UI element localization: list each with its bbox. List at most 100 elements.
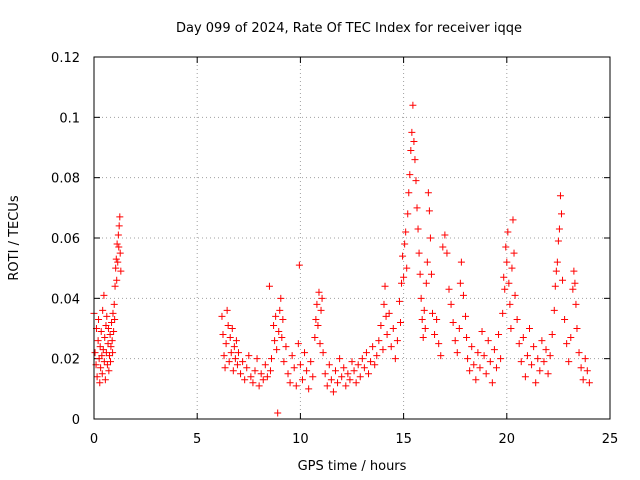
data-point [455, 325, 463, 332]
data-point [286, 379, 294, 387]
data-point [227, 349, 235, 357]
data-point [422, 279, 430, 287]
data-point [380, 300, 388, 308]
y-tick-label: 0.08 [51, 172, 80, 187]
data-point [412, 177, 420, 185]
data-point [530, 343, 538, 351]
data-point [551, 282, 559, 290]
data-point [114, 231, 122, 239]
data-point [459, 291, 467, 299]
data-point [411, 156, 419, 164]
data-point [387, 343, 395, 351]
data-point [371, 361, 379, 369]
data-point [224, 321, 232, 329]
data-point [427, 270, 435, 278]
data-point [352, 379, 360, 387]
data-point [229, 367, 237, 375]
data-point [362, 349, 370, 357]
data-point [113, 276, 121, 284]
data-point [329, 388, 337, 396]
data-point [115, 222, 123, 230]
data-point [356, 373, 364, 381]
data-point [280, 358, 288, 366]
data-point [311, 334, 319, 342]
data-point [425, 207, 433, 215]
data-point [565, 358, 573, 366]
y-tick-label: 0.12 [51, 51, 80, 66]
data-point [532, 379, 540, 387]
data-point [504, 228, 512, 236]
data-point [501, 285, 509, 293]
data-point [233, 361, 241, 369]
data-point [464, 355, 472, 363]
data-point [499, 309, 507, 317]
data-point [573, 325, 581, 332]
data-point [507, 325, 515, 332]
data-point [102, 349, 110, 357]
data-point [470, 361, 478, 369]
data-point [251, 367, 259, 375]
data-point [340, 364, 348, 372]
data-point [112, 264, 120, 272]
data-point [263, 373, 271, 381]
data-point [249, 379, 257, 387]
data-point [415, 249, 423, 257]
data-point [313, 300, 321, 308]
data-point [336, 355, 344, 363]
data-point [271, 337, 279, 345]
data-point [406, 171, 414, 179]
data-point [103, 312, 111, 320]
x-tick-label: 5 [193, 432, 201, 447]
data-point [97, 328, 105, 336]
data-point [104, 325, 112, 332]
data-point [288, 352, 296, 360]
data-point [334, 379, 342, 387]
data-point [435, 340, 443, 348]
data-point [342, 382, 350, 390]
data-point [550, 306, 558, 314]
data-point [98, 370, 106, 378]
data-point [510, 249, 518, 257]
data-point [528, 361, 536, 369]
data-point [526, 325, 534, 332]
data-point [556, 192, 564, 200]
data-point [219, 331, 227, 339]
data-point [408, 128, 416, 136]
data-point [365, 370, 373, 378]
data-point [476, 364, 484, 372]
data-point [241, 376, 249, 384]
data-point [523, 352, 531, 360]
data-point [443, 249, 451, 257]
data-point [585, 379, 593, 387]
data-point [570, 267, 578, 275]
data-point [282, 343, 290, 351]
data-point [261, 361, 269, 369]
data-point [472, 376, 480, 384]
data-point [110, 328, 118, 336]
data-point [474, 349, 482, 357]
x-tick-label: 10 [292, 432, 309, 447]
data-point [466, 367, 474, 375]
data-point [449, 318, 457, 326]
data-point [490, 346, 498, 354]
data-point [563, 340, 571, 348]
data-point [105, 352, 113, 360]
data-points [90, 101, 593, 417]
data-point [218, 312, 226, 320]
data-point [405, 189, 413, 197]
data-point [445, 285, 453, 293]
data-point [401, 240, 409, 248]
gridlines [94, 57, 610, 419]
data-point [276, 306, 284, 314]
data-point [292, 382, 300, 390]
data-point [331, 367, 339, 375]
data-point [503, 258, 511, 266]
data-point [536, 367, 544, 375]
data-point [103, 361, 111, 369]
data-point [506, 300, 514, 308]
data-point [99, 306, 107, 314]
data-point [95, 315, 103, 323]
data-point [266, 367, 274, 375]
data-point [226, 334, 234, 342]
